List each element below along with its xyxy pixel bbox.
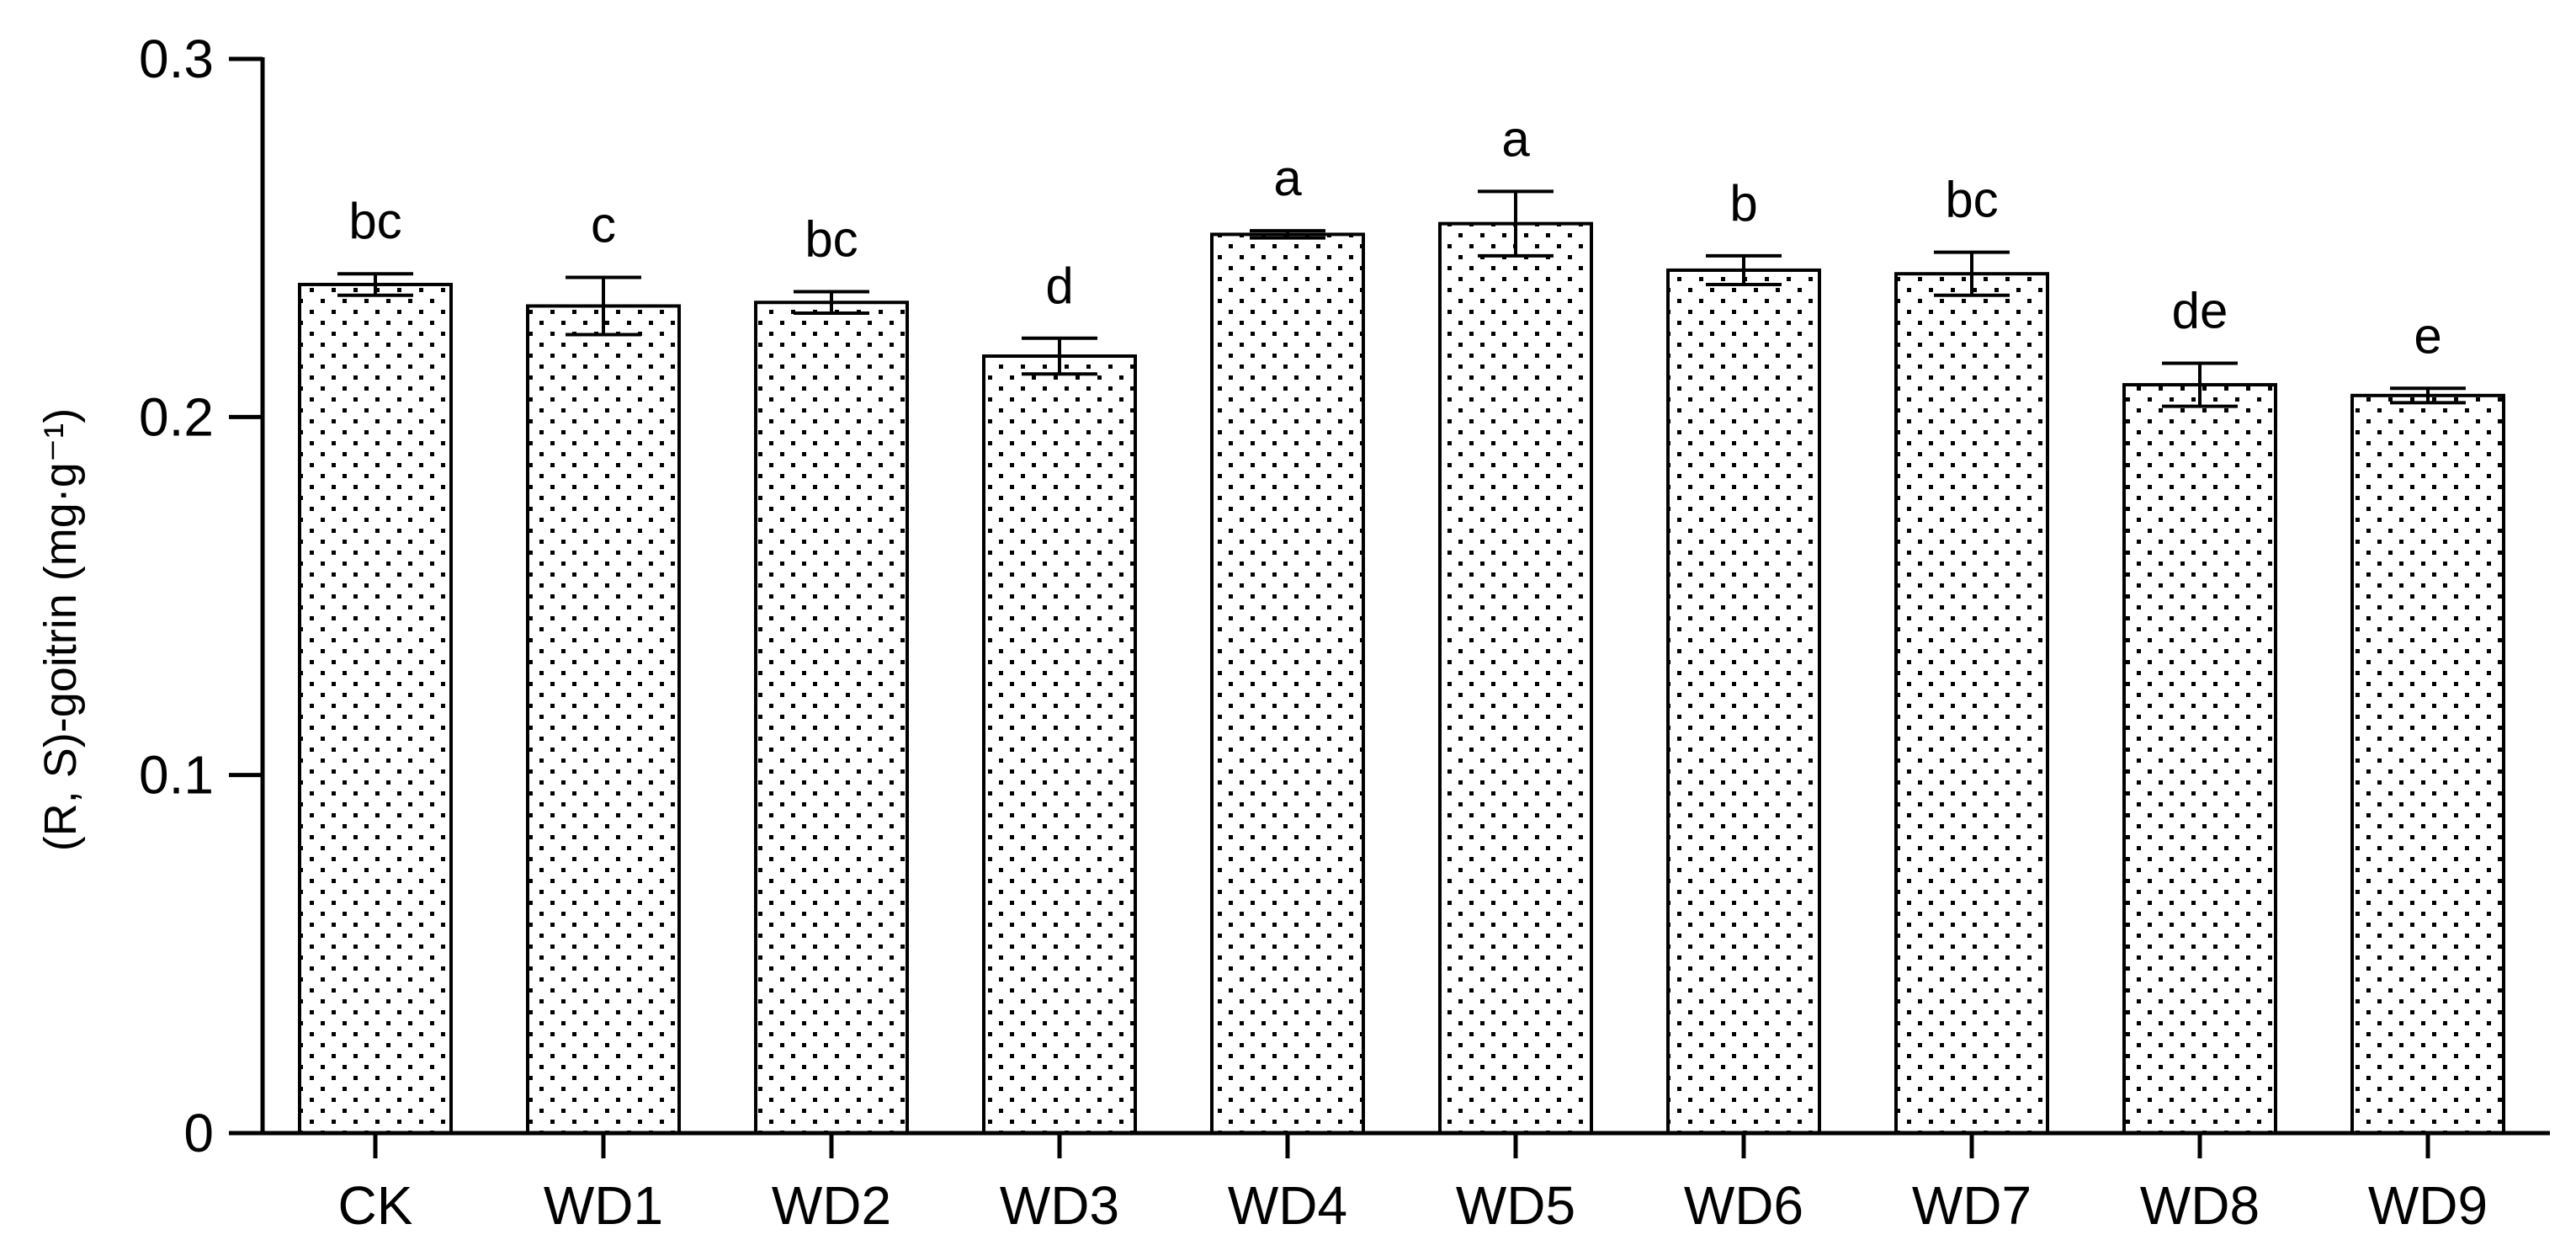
x-tick-label-wd5: WD5 <box>1456 1175 1575 1236</box>
significance-label-wd8: de <box>2172 283 2228 339</box>
y-axis-label: (R, S)-goitrin (mg·g⁻¹) <box>35 408 86 852</box>
significance-label-wd6: b <box>1729 175 1757 232</box>
significance-label-wd4: a <box>1273 150 1302 206</box>
significance-label-ck: bc <box>348 193 401 249</box>
labels-layer: CK bc WD1 c WD2 bc WD3 d WD4 a WD5 a WD6 b WD7 bc WD8 de W… <box>35 29 2488 1236</box>
x-tick-label-wd7: WD7 <box>1912 1175 2032 1236</box>
y-tick-label-3: 0.3 <box>139 29 214 89</box>
bar-wd2 <box>754 301 909 1135</box>
significance-label-wd5: a <box>1501 110 1530 167</box>
x-tick-label-wd2: WD2 <box>772 1175 891 1236</box>
x-tick-label-ck: CK <box>338 1175 413 1236</box>
bar-wd4 <box>1210 232 1365 1135</box>
bars-layer <box>298 189 2505 1136</box>
significance-label-wd9: e <box>2414 307 2441 364</box>
significance-label-wd7: bc <box>1945 172 1998 228</box>
bar-ck <box>298 282 453 1135</box>
bar-wd7 <box>1894 272 2049 1135</box>
bar-wd3 <box>982 354 1137 1135</box>
significance-label-wd3: d <box>1045 258 1073 314</box>
x-tick-label-wd8: WD8 <box>2140 1175 2260 1236</box>
x-tick-label-wd9: WD9 <box>2368 1175 2488 1236</box>
y-tick-label-0: 0 <box>183 1103 214 1163</box>
x-tick-label-wd1: WD1 <box>544 1175 663 1236</box>
y-tick-label-2: 0.2 <box>139 386 214 447</box>
significance-label-wd2: bc <box>805 210 858 267</box>
x-tick-label-wd4: WD4 <box>1228 1175 1347 1236</box>
bar-wd6 <box>1666 268 1821 1135</box>
bar-wd1 <box>526 304 681 1136</box>
significance-label-wd1: c <box>591 196 616 253</box>
bar-wd8 <box>2122 383 2277 1135</box>
bar-wd9 <box>2350 393 2505 1135</box>
y-tick-label-1: 0.1 <box>139 745 214 806</box>
axes-layer <box>229 56 2550 1158</box>
x-tick-label-wd3: WD3 <box>1000 1175 1119 1236</box>
x-tick-label-wd6: WD6 <box>1684 1175 1803 1236</box>
bar-wd5 <box>1438 221 1593 1135</box>
